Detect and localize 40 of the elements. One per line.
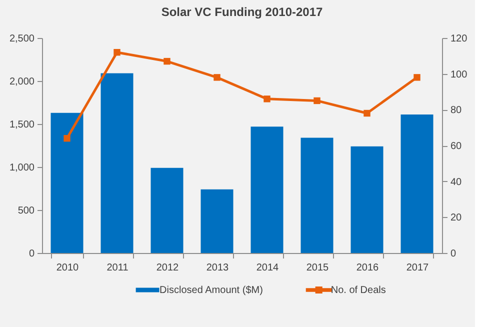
x-tick-label: 2016	[356, 262, 380, 274]
x-tick-label: 2014	[256, 262, 280, 274]
bar	[200, 189, 234, 253]
y2-tick-label: 100	[450, 69, 468, 80]
bar	[350, 146, 384, 253]
point	[364, 110, 370, 117]
point	[264, 96, 270, 102]
bar	[400, 114, 434, 253]
x-tick-label: 2017	[406, 262, 430, 274]
y-tick-label: 500	[18, 206, 35, 216]
y2-tick-label: 0	[450, 248, 456, 260]
y2-tick-label: 120	[450, 34, 468, 44]
x-tick-label: 2012	[156, 262, 180, 274]
bar	[300, 138, 334, 253]
x-tick-label: 2013	[206, 262, 230, 274]
x-tick-label: 2011	[106, 262, 129, 274]
point	[64, 134, 70, 142]
y2-tick-label: 40	[450, 176, 462, 188]
y-tick-label: 1,000	[9, 162, 35, 174]
x-tick-label: 2015	[306, 262, 330, 274]
y-tick-label: 1,500	[9, 120, 35, 130]
legend-label: Disclosed Amount ($M)	[160, 285, 263, 296]
legend-label: No. of Deals	[330, 285, 386, 296]
bar	[250, 126, 284, 253]
y2-tick-label: 80	[450, 105, 462, 116]
point	[214, 74, 220, 81]
bar	[150, 168, 184, 253]
point	[114, 48, 120, 56]
bar	[50, 112, 84, 253]
point	[314, 97, 320, 104]
y-tick-label: 2,000	[9, 76, 35, 88]
bar	[100, 73, 134, 253]
point	[414, 74, 420, 81]
chart-title: Solar VC Funding 2010-2017	[161, 5, 324, 19]
y2-tick-label: 60	[450, 141, 462, 152]
point	[164, 58, 170, 65]
x-tick-label: 2010	[56, 262, 80, 274]
y2-tick-label: 20	[450, 212, 462, 224]
y-tick-label: 0	[28, 248, 35, 260]
y-tick-label: 2,500	[9, 34, 35, 44]
